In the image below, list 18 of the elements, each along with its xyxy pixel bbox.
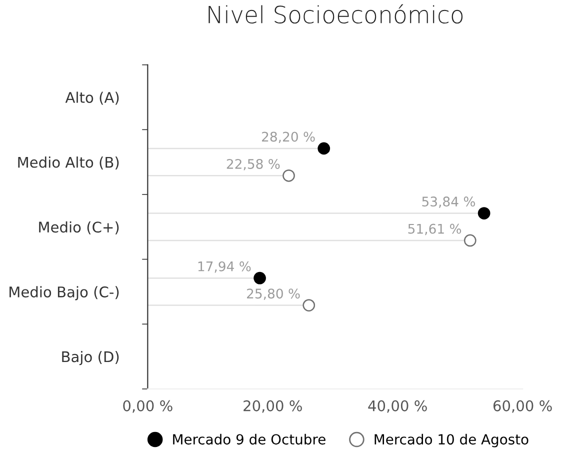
y-tick-label: Bajo (D) xyxy=(62,350,119,366)
x-tick-label: 20,00 % xyxy=(244,400,302,413)
x-tick-label: 60,00 % xyxy=(493,400,552,413)
x-tick-label: 40,00 % xyxy=(368,400,427,413)
data-label: 53,84 % xyxy=(422,196,476,208)
data-label: 17,94 % xyxy=(198,261,251,273)
data-label: 25,80 % xyxy=(247,288,300,300)
data-label: 28,20 % xyxy=(262,132,315,144)
y-tick-label: Medio (C+) xyxy=(39,221,119,234)
y-tick-label: Medio Alto (B) xyxy=(18,156,119,170)
y-tick-label: Medio Bajo (C-) xyxy=(10,286,119,300)
legend-label: Mercado 9 de Octubre xyxy=(173,434,326,445)
data-label: 51,61 % xyxy=(408,224,462,236)
data-label: 22,58 % xyxy=(226,158,280,170)
legend-label: Mercado 10 de Agosto xyxy=(374,434,528,448)
x-tick-label: 0,00 % xyxy=(123,400,172,413)
chart-title: Nivel Socioeconómico xyxy=(208,4,463,24)
y-tick-label: Alto (A) xyxy=(65,92,119,105)
